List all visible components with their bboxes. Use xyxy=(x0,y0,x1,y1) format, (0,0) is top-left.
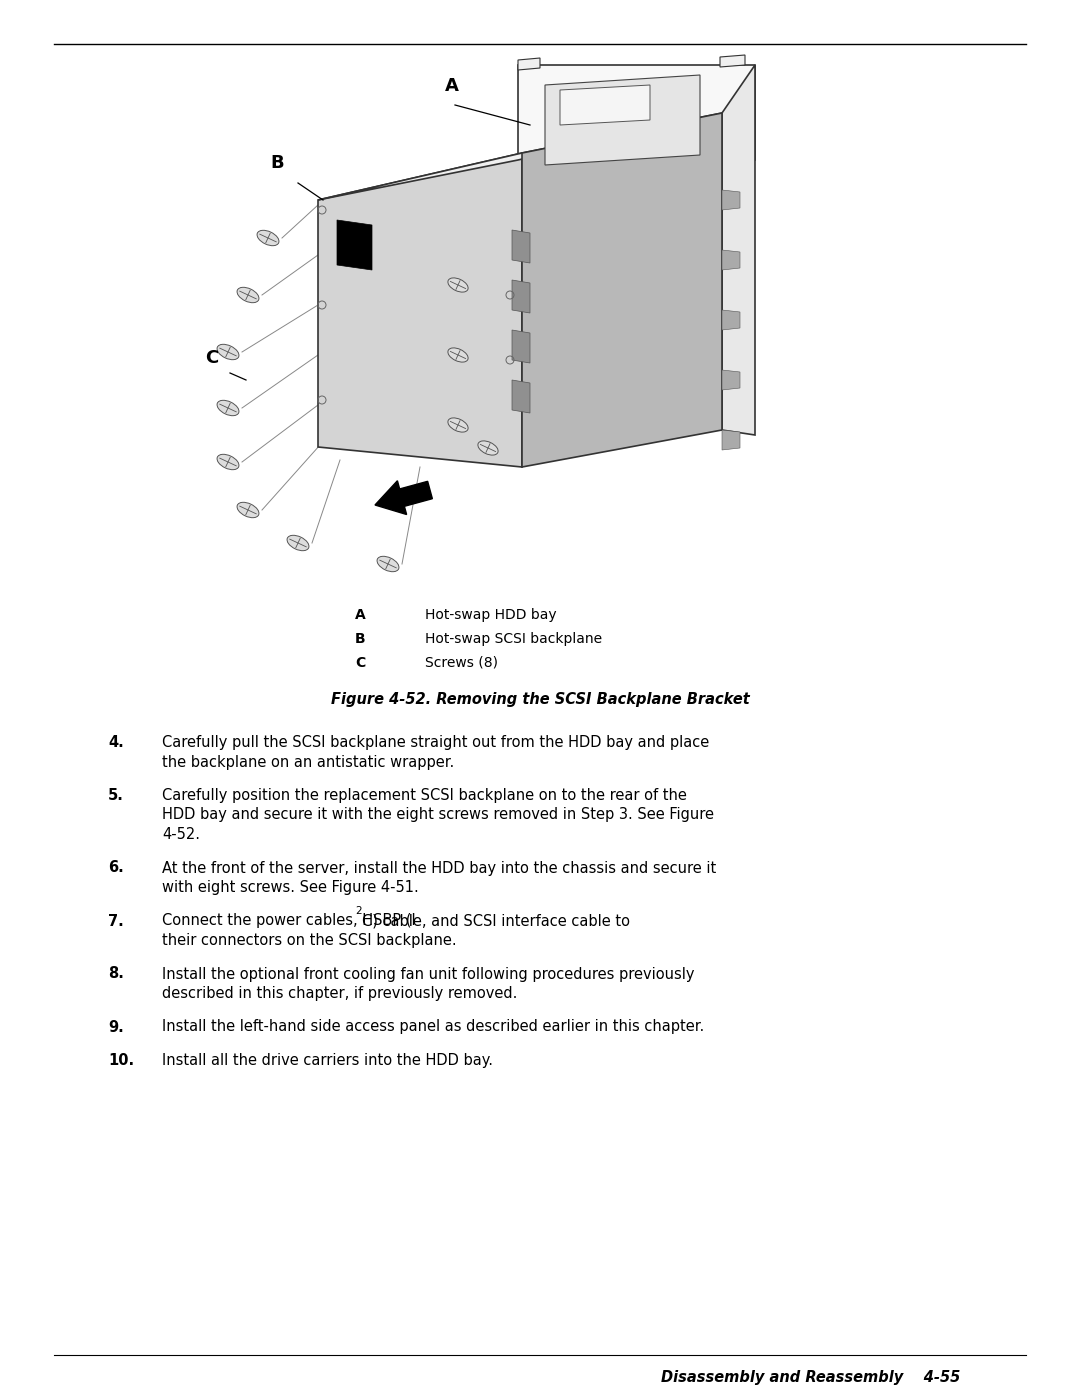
Polygon shape xyxy=(518,66,755,161)
Polygon shape xyxy=(522,113,723,467)
Text: Hot-swap HDD bay: Hot-swap HDD bay xyxy=(426,608,556,622)
Ellipse shape xyxy=(448,418,468,432)
Ellipse shape xyxy=(448,348,468,362)
Text: At the front of the server, install the HDD bay into the chassis and secure it: At the front of the server, install the … xyxy=(162,861,716,876)
Text: A: A xyxy=(355,608,366,622)
Text: HDD bay and secure it with the eight screws removed in Step 3. See Figure: HDD bay and secure it with the eight scr… xyxy=(162,807,714,823)
Text: 2: 2 xyxy=(355,907,362,916)
Text: 7.: 7. xyxy=(108,914,124,929)
Polygon shape xyxy=(512,330,530,363)
Text: Connect the power cables, HSBP (I: Connect the power cables, HSBP (I xyxy=(162,914,416,929)
Polygon shape xyxy=(723,190,740,210)
Ellipse shape xyxy=(287,535,309,550)
Polygon shape xyxy=(318,113,723,200)
Ellipse shape xyxy=(257,231,279,246)
Ellipse shape xyxy=(377,556,399,571)
Text: their connectors on the SCSI backplane.: their connectors on the SCSI backplane. xyxy=(162,933,457,949)
Polygon shape xyxy=(518,59,540,70)
Polygon shape xyxy=(561,85,650,124)
Text: the backplane on an antistatic wrapper.: the backplane on an antistatic wrapper. xyxy=(162,754,455,770)
Polygon shape xyxy=(720,54,745,67)
Polygon shape xyxy=(723,250,740,270)
Text: Carefully position the replacement SCSI backplane on to the rear of the: Carefully position the replacement SCSI … xyxy=(162,788,687,803)
Text: 8.: 8. xyxy=(108,967,124,982)
Text: Hot-swap SCSI backplane: Hot-swap SCSI backplane xyxy=(426,631,603,645)
Text: B: B xyxy=(355,631,366,645)
Ellipse shape xyxy=(477,441,498,455)
Polygon shape xyxy=(545,75,700,165)
Polygon shape xyxy=(723,310,740,330)
FancyArrow shape xyxy=(375,481,432,514)
Text: with eight screws. See Figure 4-51.: with eight screws. See Figure 4-51. xyxy=(162,880,419,895)
Text: described in this chapter, if previously removed.: described in this chapter, if previously… xyxy=(162,986,517,1002)
Text: 6.: 6. xyxy=(108,861,124,876)
Ellipse shape xyxy=(217,401,239,416)
Text: B: B xyxy=(270,154,284,172)
Ellipse shape xyxy=(217,344,239,359)
Text: Carefully pull the SCSI backplane straight out from the HDD bay and place: Carefully pull the SCSI backplane straig… xyxy=(162,735,710,750)
Ellipse shape xyxy=(237,503,259,518)
Text: Install the left-hand side access panel as described earlier in this chapter.: Install the left-hand side access panel … xyxy=(162,1020,704,1035)
Text: Disassembly and Reassembly    4-55: Disassembly and Reassembly 4-55 xyxy=(661,1370,960,1384)
Text: Install the optional front cooling fan unit following procedures previously: Install the optional front cooling fan u… xyxy=(162,967,694,982)
Text: 10.: 10. xyxy=(108,1053,134,1067)
Text: 9.: 9. xyxy=(108,1020,124,1035)
Polygon shape xyxy=(723,370,740,390)
Polygon shape xyxy=(318,154,522,467)
Text: A: A xyxy=(445,77,459,95)
Text: Screws (8): Screws (8) xyxy=(426,657,498,671)
Ellipse shape xyxy=(237,288,259,303)
Text: 5.: 5. xyxy=(108,788,124,803)
Ellipse shape xyxy=(217,454,239,469)
Polygon shape xyxy=(723,430,740,450)
Text: C: C xyxy=(205,349,218,367)
Polygon shape xyxy=(512,279,530,313)
Polygon shape xyxy=(723,66,755,434)
Polygon shape xyxy=(337,219,372,270)
Text: C: C xyxy=(355,657,365,671)
Ellipse shape xyxy=(448,278,468,292)
Polygon shape xyxy=(512,231,530,263)
Polygon shape xyxy=(512,380,530,414)
Text: Install all the drive carriers into the HDD bay.: Install all the drive carriers into the … xyxy=(162,1053,492,1067)
Text: 4-52.: 4-52. xyxy=(162,827,200,842)
Text: C) cable, and SCSI interface cable to: C) cable, and SCSI interface cable to xyxy=(362,914,630,929)
Text: Figure 4-52. Removing the SCSI Backplane Bracket: Figure 4-52. Removing the SCSI Backplane… xyxy=(330,692,750,707)
Text: 4.: 4. xyxy=(108,735,124,750)
